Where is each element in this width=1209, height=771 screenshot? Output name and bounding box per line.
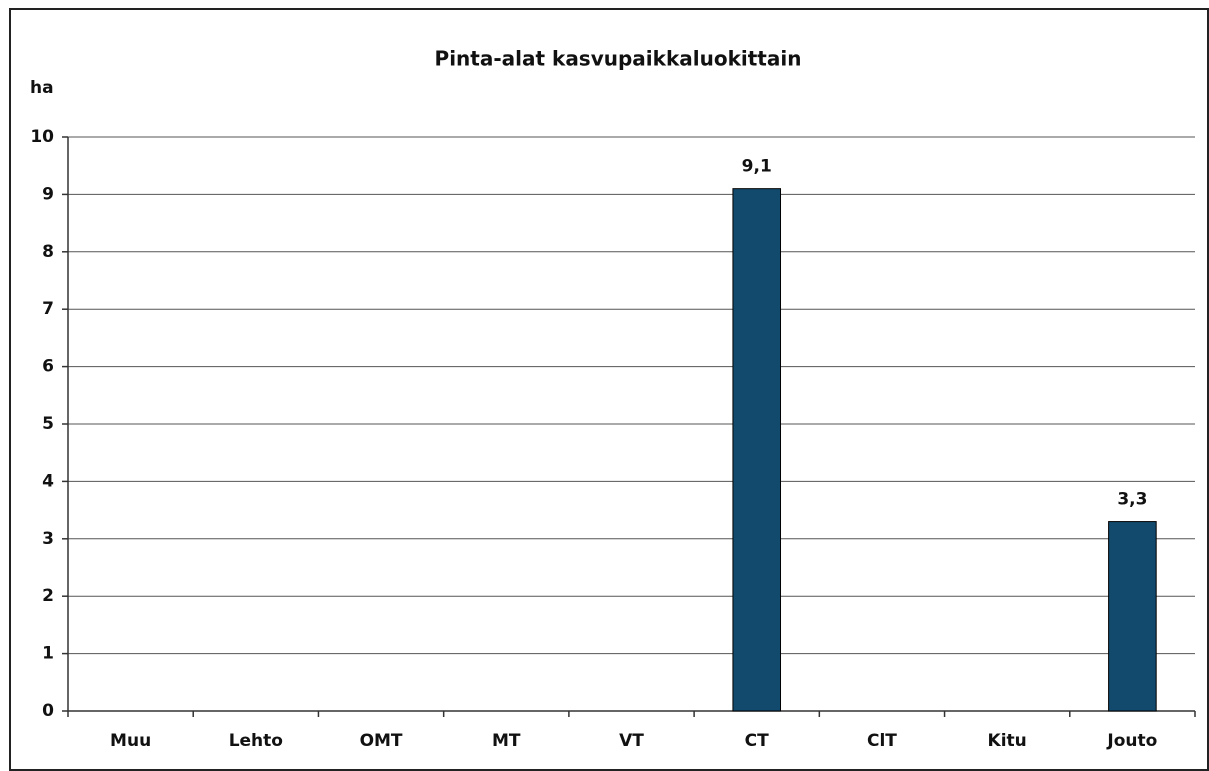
y-tick-label: 6 <box>42 357 54 377</box>
y-tick-label: 9 <box>42 184 54 204</box>
chart-title: Pinta-alat kasvupaikkaluokittain <box>435 47 802 71</box>
x-tick-label: VT <box>619 731 644 751</box>
x-tick-label: Muu <box>110 731 151 751</box>
bar <box>732 188 782 712</box>
chart-frame <box>9 8 1209 771</box>
y-tick-label: 7 <box>42 299 54 319</box>
y-tick-label: 4 <box>42 471 54 491</box>
y-tick-label: 10 <box>30 127 54 147</box>
y-axis-label: ha <box>30 78 54 98</box>
x-tick-label: Kitu <box>988 731 1027 751</box>
x-tick-label: ClT <box>867 731 897 751</box>
y-tick-label: 8 <box>42 242 54 262</box>
y-tick-label: 1 <box>42 644 54 664</box>
x-tick-label: CT <box>745 731 769 751</box>
x-tick-label: OMT <box>360 731 403 751</box>
data-label: 9,1 <box>742 157 772 177</box>
y-tick-label: 5 <box>42 414 54 434</box>
bar <box>1108 521 1157 712</box>
x-tick-label: Lehto <box>229 731 283 751</box>
x-tick-label: MT <box>492 731 521 751</box>
data-label: 3,3 <box>1117 490 1147 510</box>
y-tick-label: 2 <box>42 586 54 606</box>
x-tick-label: Jouto <box>1106 731 1157 751</box>
y-tick-label: 0 <box>42 701 54 721</box>
y-tick-label: 3 <box>42 529 54 549</box>
